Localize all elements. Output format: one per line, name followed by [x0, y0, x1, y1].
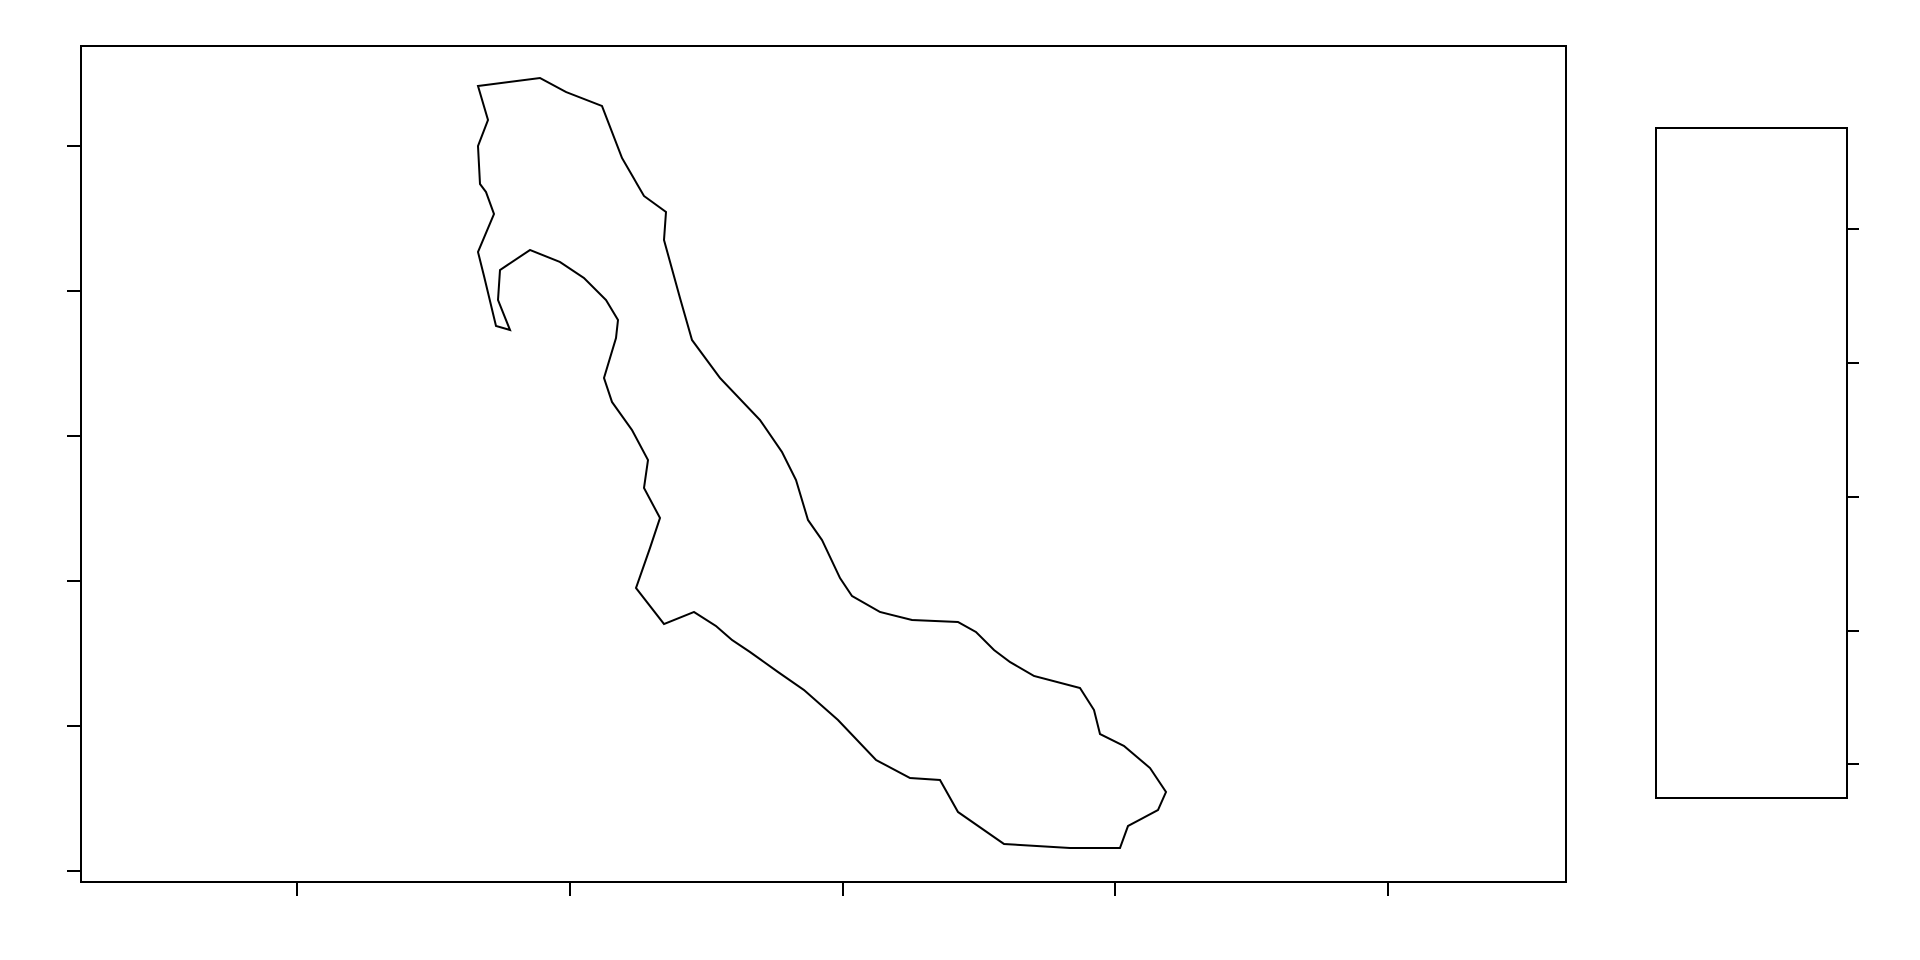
legend-ticks [1847, 228, 1859, 765]
plot-frame [80, 45, 1567, 883]
x-axis [296, 882, 1389, 896]
legend-frame [1655, 127, 1848, 799]
y-axis [67, 145, 81, 872]
